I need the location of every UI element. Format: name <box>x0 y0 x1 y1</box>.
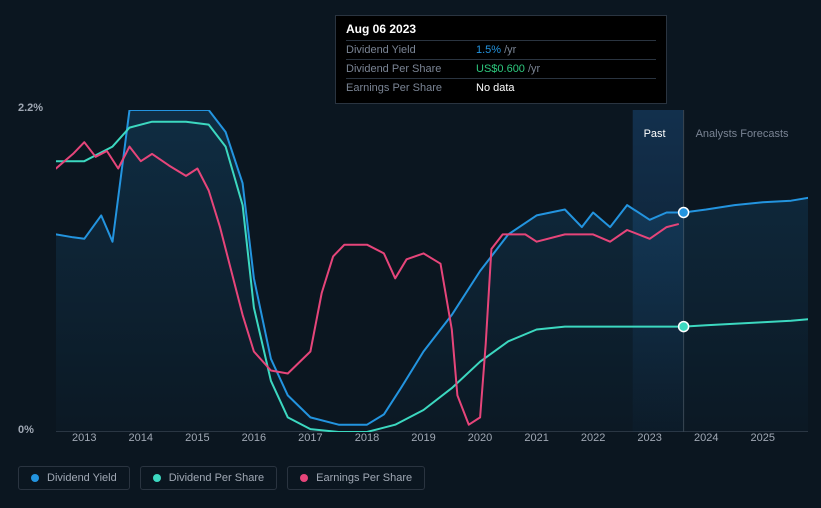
tooltip-value: No data <box>476 82 515 94</box>
tooltip-value: US$0.600 <box>476 63 525 75</box>
x-axis: 2013 2014 2015 2016 2017 2018 2019 2020 2021 2022… <box>56 432 809 450</box>
tooltip-label: Dividend Yield <box>346 44 476 56</box>
x-tick-label: 2014 <box>129 432 153 444</box>
legend-marker <box>300 474 308 482</box>
legend: Dividend Yield Dividend Per Share Earnings… <box>18 466 425 490</box>
x-tick-label: 2020 <box>468 432 492 444</box>
chart-area: 2013 2014 2015 2016 2017 2018 2019 2020 2021 2022… <box>18 110 809 450</box>
y-tick-label: 0% <box>18 424 34 436</box>
x-tick-label: 2017 <box>298 432 322 444</box>
chart-tooltip: Aug 06 2023 Dividend Yield1.5%/yrDividen… <box>335 15 667 104</box>
tooltip-unit: /yr <box>504 44 516 56</box>
legend-label: Earnings Per Share <box>316 472 412 484</box>
past-label: Past <box>644 128 666 140</box>
x-tick-label: 2022 <box>581 432 605 444</box>
tooltip-row: Earnings Per ShareNo data <box>346 78 656 97</box>
tooltip-row: Dividend Yield1.5%/yr <box>346 40 656 59</box>
legend-item[interactable]: Earnings Per Share <box>287 466 425 490</box>
x-tick-label: 2018 <box>355 432 379 444</box>
x-tick-label: 2013 <box>72 432 96 444</box>
chart-svg <box>56 110 808 432</box>
legend-item[interactable]: Dividend Per Share <box>140 466 277 490</box>
x-tick-label: 2021 <box>524 432 548 444</box>
tooltip-row: Dividend Per ShareUS$0.600/yr <box>346 59 656 78</box>
tooltip-label: Earnings Per Share <box>346 82 476 94</box>
x-tick-label: 2025 <box>751 432 775 444</box>
x-tick-label: 2019 <box>411 432 435 444</box>
tooltip-unit: /yr <box>528 63 540 75</box>
legend-label: Dividend Per Share <box>169 472 264 484</box>
x-tick-label: 2024 <box>694 432 718 444</box>
forecast-label: Analysts Forecasts <box>696 128 789 140</box>
tooltip-date: Aug 06 2023 <box>346 22 656 36</box>
y-tick-label: 2.2% <box>18 102 43 114</box>
legend-label: Dividend Yield <box>47 472 117 484</box>
x-tick-label: 2023 <box>637 432 661 444</box>
legend-marker <box>31 474 39 482</box>
tooltip-value: 1.5% <box>476 44 501 56</box>
legend-item[interactable]: Dividend Yield <box>18 466 130 490</box>
legend-marker <box>153 474 161 482</box>
tooltip-label: Dividend Per Share <box>346 63 476 75</box>
x-tick-label: 2015 <box>185 432 209 444</box>
x-tick-label: 2016 <box>242 432 266 444</box>
